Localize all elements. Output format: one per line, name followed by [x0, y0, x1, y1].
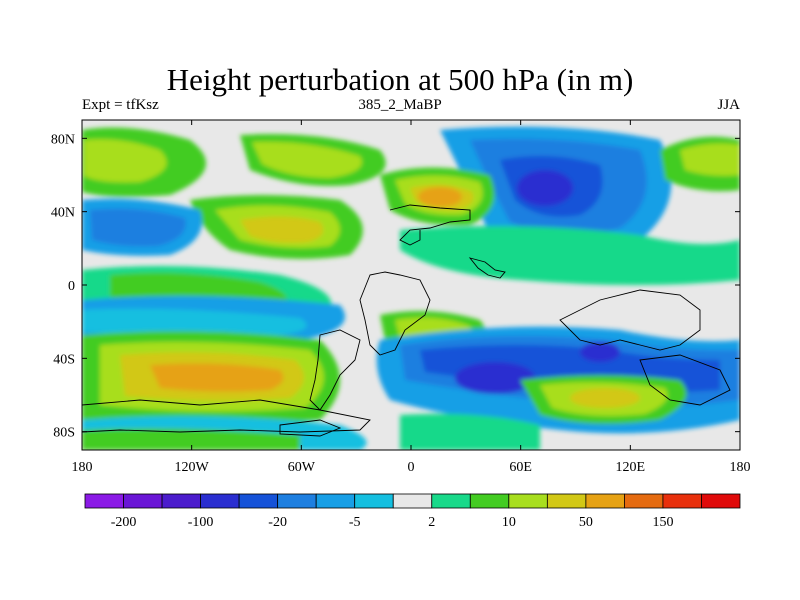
coastline-asia	[559, 289, 701, 351]
colorbar-box	[585, 493, 625, 509]
coastline-island	[279, 419, 342, 437]
longitude-axis: 180 120W 60W 0 60E 120E 180	[72, 120, 751, 475]
coastline-mideast	[468, 257, 506, 279]
colorbar-box	[161, 493, 201, 509]
colorbar-box	[277, 493, 317, 509]
coastline-africa	[359, 271, 431, 356]
lon-tick-label: 120E	[616, 460, 646, 475]
lat-tick-label: 0	[68, 279, 75, 294]
experiment-label: Expt = tfKsz	[82, 97, 159, 113]
colorbar-box	[84, 493, 124, 509]
colorbar-label: -5	[349, 515, 361, 530]
colorbar-box	[701, 493, 741, 509]
colorbar-box	[315, 493, 356, 509]
colorbar-box	[200, 493, 240, 509]
colorbar-label: -20	[268, 515, 287, 530]
coastline-australia	[639, 354, 731, 406]
colorbar-label: 2	[428, 515, 435, 530]
colorbar-label: -100	[188, 515, 214, 530]
lon-tick-label: 180	[72, 460, 93, 475]
coastline-south-america	[309, 329, 361, 411]
colorbar-box	[624, 493, 664, 509]
colorbar-box	[662, 493, 702, 509]
colorbar-label: 50	[579, 515, 593, 530]
lon-tick-label: 60E	[509, 460, 532, 475]
colorbar-label: 150	[652, 515, 673, 530]
lon-tick-label: 0	[408, 460, 415, 475]
coastline-europe	[389, 204, 471, 246]
colorbar-box	[508, 493, 548, 509]
colorbar-label: -200	[111, 515, 137, 530]
colorbar-box	[123, 493, 163, 509]
case-label: 385_2_MaBP	[358, 97, 442, 113]
colorbar-label: 10	[502, 515, 516, 530]
latitude-axis: 80N 40N 0 40S 80S	[51, 132, 740, 441]
lat-tick-label: 80N	[51, 132, 75, 147]
plot-title: Height perturbation at 500 hPa (in m)	[166, 62, 634, 97]
colorbar-box	[431, 493, 471, 509]
lat-tick-label: 40S	[53, 352, 75, 367]
contour-field	[82, 120, 740, 450]
colorbar-box	[469, 493, 510, 509]
lon-tick-label: 120W	[175, 460, 210, 475]
season-label: JJA	[717, 97, 740, 113]
coastline-outlines	[82, 204, 731, 437]
lat-tick-label: 40N	[51, 206, 75, 221]
colorbar-box	[546, 493, 587, 509]
colorbar-box	[238, 493, 279, 509]
lon-tick-label: 60W	[288, 460, 316, 475]
colorbar-box	[392, 493, 433, 509]
colorbar: -200 -100 -20 -5 2 10 50 150	[84, 493, 741, 530]
lon-tick-label: 180	[730, 460, 751, 475]
lat-tick-label: 80S	[53, 426, 75, 441]
coastline-antarctica	[82, 399, 371, 433]
colorbar-box	[354, 493, 394, 509]
